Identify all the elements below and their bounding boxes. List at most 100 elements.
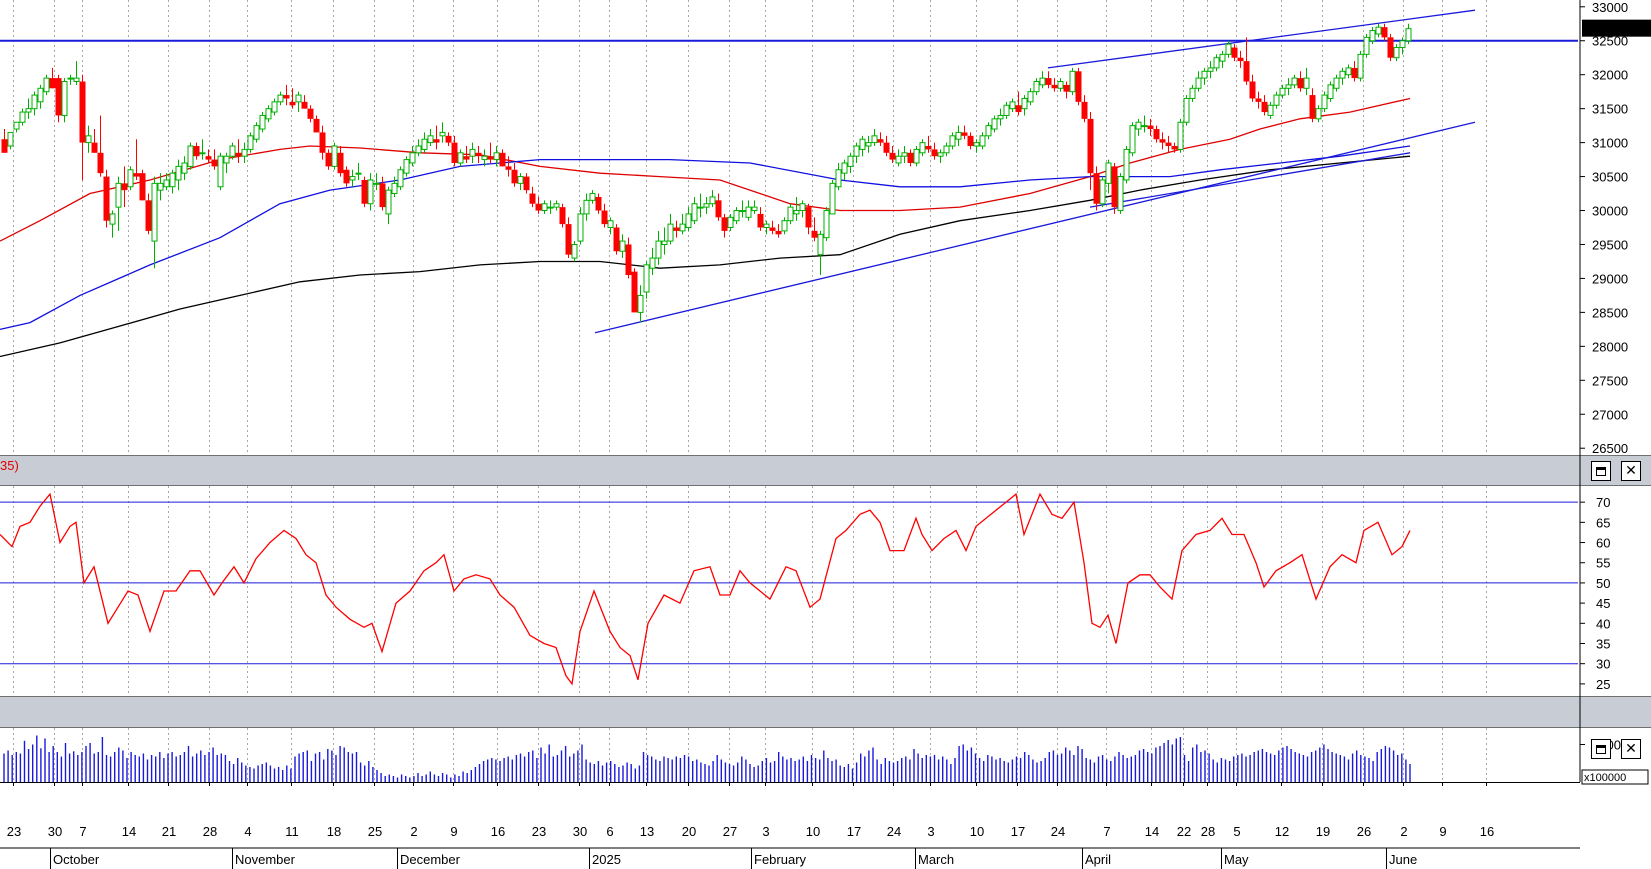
candle-body-up [1405,28,1412,42]
candle-body-up [469,148,476,157]
rsi-maximize-button[interactable] [1591,461,1611,481]
candle-body-up [571,243,578,259]
volume-close-button[interactable]: ✕ [1621,739,1641,759]
candle-body-up [421,138,428,150]
candle-body-down [1237,57,1244,62]
rsi-line [0,492,1411,686]
trendline [1089,152,1411,208]
candle-body-up [739,210,746,213]
candle-body-up [997,114,1004,120]
candle-body-up [457,152,464,164]
candle-body-up [973,142,980,147]
candle-body-up [1357,53,1364,79]
candle-body-up [1057,80,1064,89]
candle-body-up [985,125,992,137]
candle-body-down [103,176,110,221]
candle-body-up [31,94,38,110]
day-tick-label: 19 [1316,824,1330,839]
candle-body-up [427,135,434,144]
candle-body-up [1285,84,1292,89]
volume-pane: 50000x100000 [3,728,1649,785]
candle-body-up [697,206,704,209]
candle-body-up [13,121,20,130]
candle-body-up [727,216,734,228]
candle-body-up [1393,47,1400,59]
y-tick-label: 40 [1596,616,1610,631]
candle-body-up [1213,57,1220,69]
candle-body-up [949,135,956,147]
candle-body-up [1105,162,1112,184]
candle-body-down [1297,78,1304,89]
candle-body-up [937,152,944,157]
time-axis: 23 30 7 14 21 28 4 11 18 25 2 9 16 23 30 6 13 20 27 3 10 17 24… [7,782,1494,869]
month-tick-label: June [1389,852,1417,867]
candle-body-up [1177,121,1184,150]
candle-body-up [403,159,410,174]
candle-body-down [307,108,314,119]
candle-body-up [1303,77,1310,89]
pane-separators [0,0,1651,849]
candle-body-down [559,207,566,225]
rsi-y-axis: 70 65 60 55 50 45 40 35 30 25 [1580,495,1610,692]
y-tick-label: 27500 [1592,373,1628,388]
candle-body-down [967,135,974,147]
candle-body-down [475,152,482,157]
candle-body-up [991,118,998,130]
last-price-badge-text: 32677.87 [1585,22,1639,37]
candle-body-down [757,213,764,228]
candle-body-down [91,142,98,153]
y-tick-label: 32000 [1592,68,1628,83]
candle-body-down [49,78,56,89]
candle-body-up [619,240,626,252]
candle-body-up [169,172,176,188]
day-tick-label: 6 [606,824,613,839]
candle-body-up [385,189,392,215]
candle-body-down [505,166,512,170]
month-tick-label: March [918,852,954,867]
candle-body-down [715,200,722,218]
candle-body-up [1273,94,1280,106]
candle-body-down [121,183,128,191]
day-tick-label: 25 [368,824,382,839]
candle-body-up [163,179,170,188]
candle-body-up [667,223,674,242]
candle-body-up [847,155,854,167]
candle-body-up [175,165,182,181]
candle-body-down [145,200,152,231]
month-tick-label: May [1224,852,1249,867]
pane-separator-2 [0,696,1651,728]
candle-body-up [1219,53,1226,62]
candle-body-down [961,132,968,136]
candle-body-up [679,223,686,232]
candle-body-down [319,132,326,153]
candle-body-up [871,135,878,144]
candle-body-down [535,203,542,211]
day-tick-label: 21 [162,824,176,839]
candle-body-down [625,244,632,276]
candle-body-down [1159,139,1166,143]
candle-body-up [1183,97,1190,123]
volume-bars [3,735,1411,782]
candle-body-down [1111,166,1118,208]
candlesticks [1,23,1412,323]
candle-body-up [913,148,920,164]
candle-body-up [349,176,356,181]
candle-body-up [781,220,788,232]
volume-maximize-button[interactable] [1591,739,1611,759]
price-gridlines [13,0,1487,455]
day-tick-label: 2 [1400,824,1407,839]
candle-body-up [217,155,224,188]
candle-body-up [853,145,860,157]
candle-body-up [1009,101,1016,110]
candle-body-up [841,162,848,174]
rsi-close-button[interactable]: ✕ [1621,461,1641,481]
day-tick-label: 28 [1201,824,1215,839]
candle-body-up [1375,26,1382,35]
trendline [1047,9,1476,69]
candle-body-down [1081,101,1088,119]
rsi-pane: 70 65 60 55 50 45 40 35 30 25 [0,486,1610,696]
candle-body-up [517,176,524,184]
candle-body-up [745,206,752,218]
